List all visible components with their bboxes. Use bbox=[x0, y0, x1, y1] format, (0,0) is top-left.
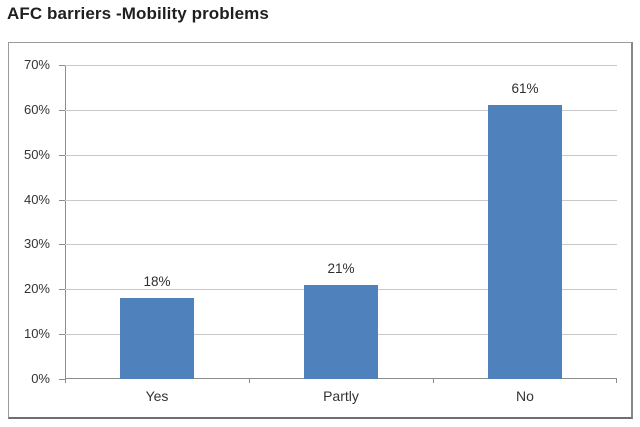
y-axis-tick bbox=[59, 289, 65, 291]
y-tick-label: 60% bbox=[23, 101, 50, 117]
y-axis-tick bbox=[59, 334, 65, 336]
bar-value-label: 61% bbox=[511, 81, 539, 97]
y-axis-line bbox=[65, 65, 66, 383]
x-axis-tick bbox=[249, 379, 250, 383]
y-tick-label: 70% bbox=[23, 57, 50, 72]
gridline bbox=[65, 65, 617, 66]
gridline bbox=[65, 199, 617, 201]
plot-area: 18% 21% 61% bbox=[59, 65, 617, 383]
category-label-yes: Yes bbox=[145, 388, 169, 404]
y-axis-tick bbox=[59, 154, 65, 156]
y-tick-label: 20% bbox=[23, 281, 50, 297]
bar-value-label: 18% bbox=[143, 274, 171, 290]
y-tick-label: 30% bbox=[23, 236, 50, 252]
bar-no bbox=[488, 105, 562, 379]
bar-yes bbox=[120, 298, 194, 379]
chart-frame: 70% 60% 50% 40% 30% 20% 10% 0% 18% 21% 61% Yes Par… bbox=[8, 42, 633, 419]
x-axis-tick bbox=[433, 379, 434, 383]
y-axis-tick bbox=[59, 109, 65, 111]
gridline bbox=[65, 244, 617, 246]
x-axis-tick bbox=[616, 379, 617, 383]
y-tick-label: 40% bbox=[23, 191, 50, 207]
y-axis-tick bbox=[59, 199, 65, 201]
y-axis-tick bbox=[59, 379, 65, 380]
gridline bbox=[65, 154, 617, 156]
page-title: AFC barriers -Mobility problems bbox=[7, 4, 269, 23]
bar-value-label: 21% bbox=[327, 260, 355, 276]
gridline bbox=[65, 109, 617, 111]
category-label-partly: Partly bbox=[323, 388, 359, 404]
y-axis-tick bbox=[59, 65, 65, 66]
category-label-no: No bbox=[516, 388, 534, 404]
bar-partly bbox=[304, 284, 378, 379]
x-axis-tick bbox=[65, 379, 66, 383]
y-tick-label: 50% bbox=[23, 146, 50, 162]
y-tick-label: 10% bbox=[23, 326, 50, 342]
y-tick-label: 0% bbox=[31, 371, 50, 386]
y-axis-tick bbox=[59, 244, 65, 246]
